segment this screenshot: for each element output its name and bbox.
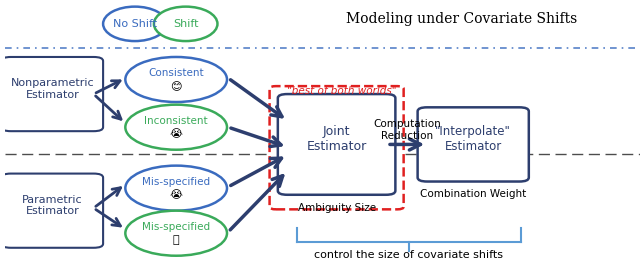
Ellipse shape <box>125 166 227 211</box>
FancyBboxPatch shape <box>278 94 396 195</box>
Text: Parametric
Estimator: Parametric Estimator <box>22 195 83 216</box>
FancyBboxPatch shape <box>1 57 103 131</box>
Text: Joint
Estimator: Joint Estimator <box>307 125 367 153</box>
FancyBboxPatch shape <box>269 86 404 209</box>
Ellipse shape <box>103 7 166 41</box>
FancyBboxPatch shape <box>1 174 103 248</box>
Text: 🤔: 🤔 <box>173 235 179 245</box>
Text: Nonparametric
Estimator: Nonparametric Estimator <box>10 78 94 100</box>
Text: Computation
Reduction: Computation Reduction <box>373 119 441 141</box>
Text: Modeling under Covariate Shifts: Modeling under Covariate Shifts <box>346 12 578 25</box>
Text: Mis-specified: Mis-specified <box>142 222 210 232</box>
Text: "Interpolate"
Estimator: "Interpolate" Estimator <box>435 125 511 153</box>
Ellipse shape <box>125 211 227 256</box>
Text: Ambiguity Size: Ambiguity Size <box>298 203 376 213</box>
Text: Combination Weight: Combination Weight <box>420 189 526 200</box>
Text: 😊: 😊 <box>170 82 182 92</box>
Text: No Shift: No Shift <box>113 19 157 29</box>
Ellipse shape <box>125 57 227 102</box>
Text: Mis-specified: Mis-specified <box>142 177 210 187</box>
Text: Inconsistent: Inconsistent <box>145 116 208 126</box>
Text: "best of both worlds": "best of both worlds" <box>287 86 397 96</box>
Text: 😭: 😭 <box>170 190 182 200</box>
Ellipse shape <box>154 7 218 41</box>
Ellipse shape <box>125 105 227 150</box>
Text: 😭: 😭 <box>170 129 182 139</box>
Text: Consistent: Consistent <box>148 68 204 78</box>
FancyBboxPatch shape <box>418 107 529 182</box>
Text: control the size of covariate shifts: control the size of covariate shifts <box>314 250 503 260</box>
Text: Shift: Shift <box>173 19 198 29</box>
